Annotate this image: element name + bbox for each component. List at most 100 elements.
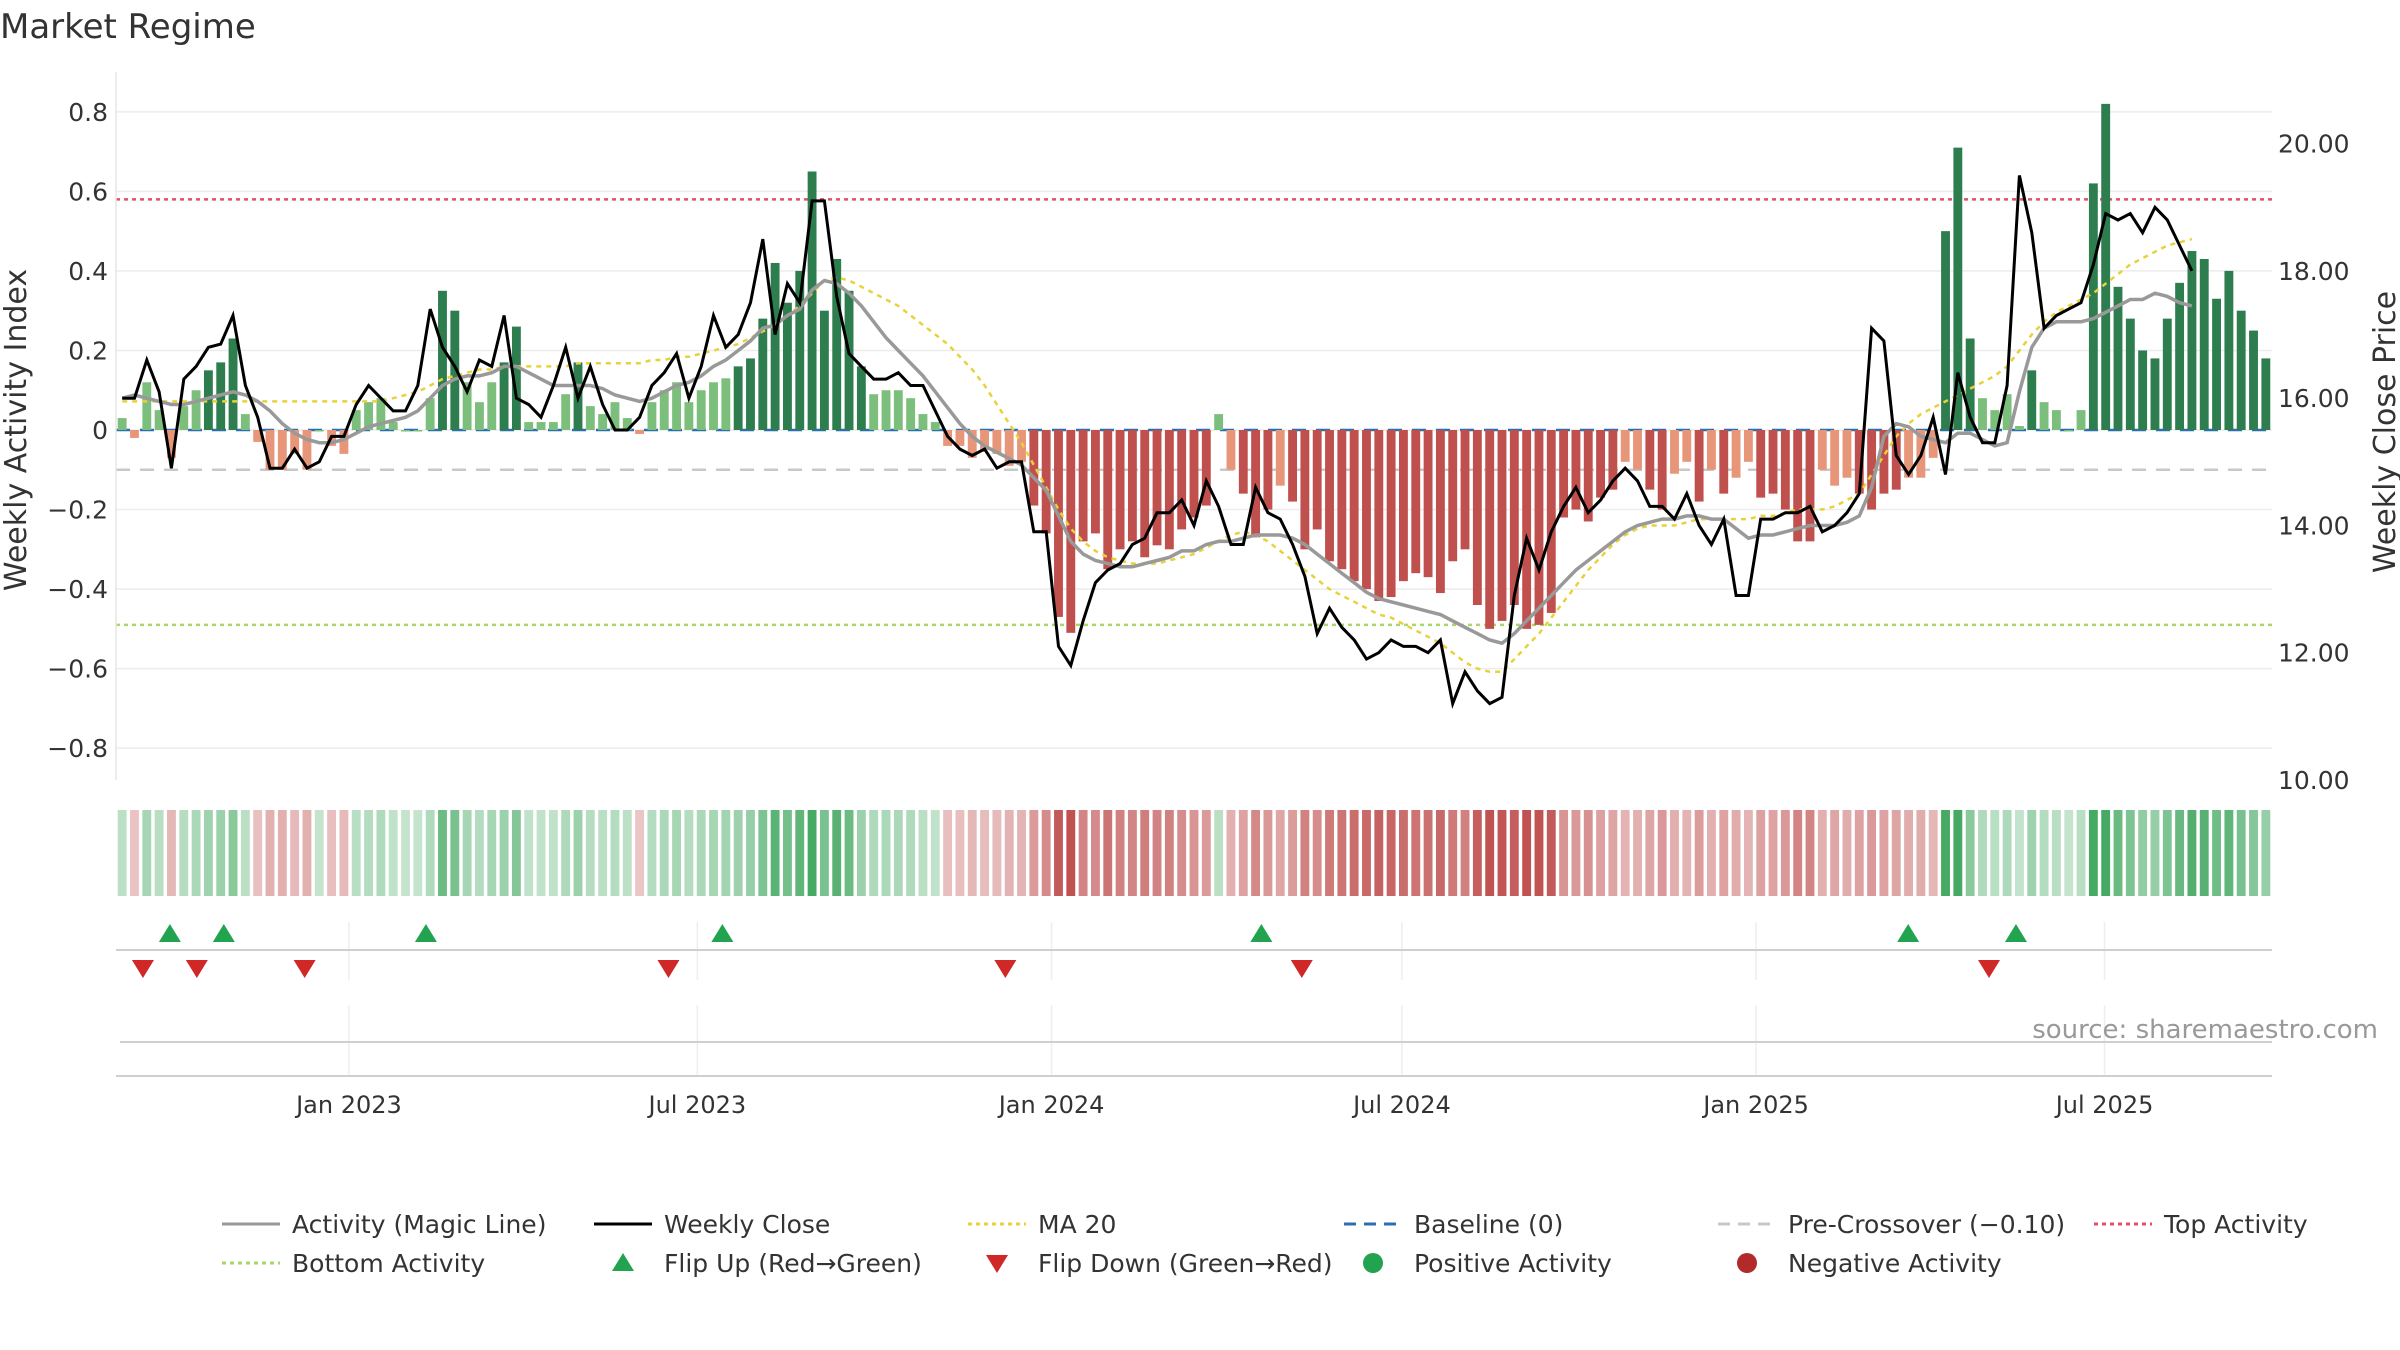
activity-bar (832, 258, 842, 430)
legend-label: Flip Up (Red→Green) (664, 1249, 922, 1278)
regime-cell (2113, 810, 2123, 896)
activity-bar (1608, 430, 1618, 490)
activity-bar (980, 430, 989, 450)
activity-bar (1867, 430, 1877, 510)
activity-bar (1509, 430, 1519, 605)
activity-bar (253, 430, 263, 442)
activity-bar (1472, 430, 1482, 605)
activity-bar (1534, 430, 1544, 625)
regime-cell (1805, 810, 1815, 896)
regime-cell (1485, 810, 1495, 896)
regime-cell (2236, 810, 2246, 896)
regime-cell (1362, 810, 1371, 896)
activity-bar (1620, 430, 1630, 462)
activity-bar (1719, 430, 1729, 494)
activity-bar (1140, 430, 1150, 558)
regime-cell (1078, 810, 1088, 896)
regime-cell (1214, 810, 1224, 896)
regime-cell (1793, 810, 1803, 896)
activity-bar (1312, 430, 1322, 530)
activity-bar (1448, 430, 1458, 562)
regime-cell (943, 810, 953, 896)
activity-bar (1978, 398, 1987, 430)
regime-cell (1916, 810, 1926, 896)
regime-cell (351, 810, 361, 896)
activity-bar (635, 430, 645, 434)
activity-bar (1891, 430, 1901, 490)
regime-cell (2261, 810, 2271, 896)
regime-cell (1509, 810, 1519, 896)
regime-cell (1928, 810, 1938, 896)
regime-cell (2187, 810, 2197, 896)
activity-bar (1238, 430, 1248, 494)
activity-bar (783, 302, 792, 430)
regime-cell (302, 810, 312, 896)
regime-cell (2224, 810, 2234, 896)
regime-cell (622, 810, 632, 896)
legend-swatch (986, 1255, 1008, 1273)
regime-cell (733, 810, 743, 896)
y-tick-right-label: 12.00 (2278, 639, 2350, 668)
activity-bar (130, 430, 139, 438)
regime-cell (339, 810, 349, 896)
regime-cell (561, 810, 571, 896)
regime-cell (1312, 810, 1322, 896)
activity-bar (1017, 430, 1026, 462)
x-tick-label: Jan 2025 (1701, 1091, 1809, 1119)
activity-bar (1300, 430, 1310, 550)
regime-cell (1596, 810, 1605, 896)
activity-bar (462, 382, 472, 430)
legend-label: MA 20 (1038, 1210, 1116, 1239)
activity-bar (1386, 430, 1396, 598)
regime-cell (167, 810, 176, 896)
activity-bar (1904, 430, 1913, 478)
regime-cell (1091, 810, 1100, 896)
regime-cell (2027, 810, 2037, 896)
activity-bar (746, 358, 755, 430)
regime-cell (1965, 810, 1975, 896)
activity-bar (2125, 318, 2135, 430)
regime-cell (992, 810, 1002, 896)
y-tick-left-label: −0.4 (47, 575, 108, 604)
regime-cell (1743, 810, 1753, 896)
activity-bar (228, 338, 238, 430)
activity-bar (1645, 430, 1655, 490)
regime-cell (1780, 810, 1790, 896)
regime-cell (548, 810, 558, 896)
activity-bar (1004, 430, 1014, 466)
activity-bar (1399, 430, 1408, 582)
legend-label: Weekly Close (664, 1210, 830, 1239)
activity-bar (425, 398, 435, 430)
y-tick-right-label: 10.00 (2278, 766, 2350, 795)
activity-bar (1522, 430, 1532, 629)
regime-cell (2199, 810, 2209, 896)
regime-cell (2015, 810, 2024, 896)
activity-bar (684, 402, 694, 430)
regime-cell (314, 810, 324, 896)
activity-bar (2027, 370, 2037, 430)
regime-cell (1768, 810, 1778, 896)
regime-cell (142, 810, 152, 896)
flip-down-marker (131, 960, 154, 978)
price-lines (121, 175, 2194, 710)
activity-bar (290, 430, 300, 454)
regime-cell (475, 810, 484, 896)
activity-bar (1657, 430, 1667, 510)
activity-bar (906, 398, 916, 430)
regime-cell (1497, 810, 1507, 896)
flip-down-marker (657, 960, 680, 978)
regime-cell (1300, 810, 1310, 896)
activity-bar (1337, 430, 1347, 570)
regime-cell (1854, 810, 1864, 896)
regime-cell (1115, 810, 1125, 896)
regime-cell (1571, 810, 1581, 896)
regime-cell (2162, 810, 2172, 896)
activity-bar (1497, 430, 1507, 621)
activity-bar (721, 378, 731, 430)
activity-bar (1571, 430, 1581, 510)
activity-bar (2199, 258, 2209, 430)
regime-strip (117, 810, 2271, 896)
regime-cell (2212, 810, 2221, 896)
legend-label: Baseline (0) (1414, 1210, 1563, 1239)
activity-bar (1879, 430, 1889, 494)
